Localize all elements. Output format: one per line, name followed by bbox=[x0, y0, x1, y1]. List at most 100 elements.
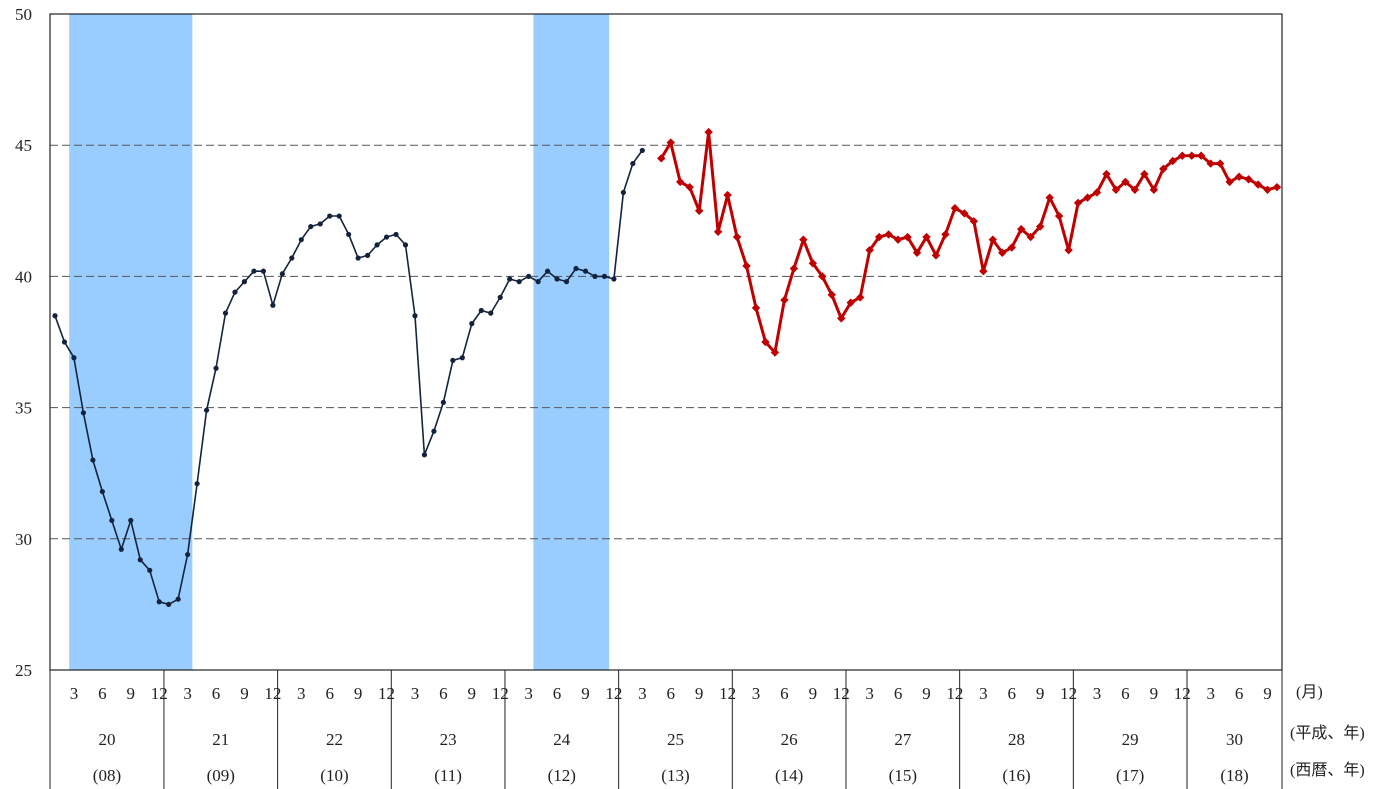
data-point bbox=[742, 261, 751, 271]
data-point bbox=[912, 248, 922, 257]
data-point bbox=[421, 452, 428, 458]
data-point bbox=[469, 321, 475, 327]
data-point bbox=[213, 365, 219, 371]
month-tick-label: 3 bbox=[1093, 684, 1102, 703]
data-point bbox=[90, 457, 96, 463]
data-point bbox=[544, 268, 551, 274]
month-tick-label: 9 bbox=[581, 684, 590, 703]
western-year-label: (10) bbox=[320, 766, 348, 785]
data-point bbox=[789, 264, 799, 273]
data-point bbox=[336, 213, 342, 219]
data-point bbox=[1159, 164, 1168, 174]
data-point bbox=[203, 407, 210, 413]
series-2 bbox=[657, 127, 1282, 357]
data-point bbox=[941, 230, 950, 239]
month-tick-label: 6 bbox=[666, 684, 675, 703]
data-point bbox=[950, 203, 960, 213]
data-point bbox=[1187, 151, 1196, 160]
data-point bbox=[846, 298, 855, 307]
data-point bbox=[639, 147, 645, 154]
data-point bbox=[827, 290, 836, 299]
data-point bbox=[780, 295, 789, 305]
data-point bbox=[459, 355, 465, 361]
month-tick-label: 6 bbox=[1008, 684, 1017, 703]
data-point bbox=[1007, 243, 1016, 252]
series-1 bbox=[52, 147, 645, 608]
data-point bbox=[175, 596, 181, 602]
data-point bbox=[1064, 245, 1073, 255]
data-point bbox=[922, 232, 931, 242]
y-tick-label: 30 bbox=[15, 530, 32, 549]
month-tick-label: 12 bbox=[1174, 684, 1191, 703]
x-axis: 3 6 9 12 3 6 9 12 3 6 9 12 3 6 9 12 3 6 9 12 3 6 9 12 3 6 9 12 3 6 9 12… bbox=[49, 670, 1365, 789]
data-point bbox=[118, 546, 124, 552]
data-point bbox=[704, 127, 713, 137]
data-point bbox=[1149, 185, 1159, 195]
month-tick-label: 3 bbox=[1206, 684, 1215, 703]
month-tick-label: 6 bbox=[780, 684, 789, 703]
western-year-label: (13) bbox=[661, 766, 689, 785]
data-point bbox=[1168, 156, 1177, 166]
heisei-year-label: 27 bbox=[894, 730, 912, 749]
data-point bbox=[1073, 198, 1083, 208]
data-point bbox=[355, 255, 361, 261]
data-point bbox=[194, 481, 200, 487]
data-point bbox=[80, 410, 87, 416]
month-tick-label: 9 bbox=[468, 684, 477, 703]
data-point bbox=[657, 154, 666, 163]
western-year-label: (15) bbox=[889, 766, 917, 785]
data-point bbox=[1054, 211, 1064, 221]
data-point bbox=[676, 177, 685, 187]
y-tick-label: 50 bbox=[15, 5, 32, 24]
data-point bbox=[374, 242, 380, 248]
data-point bbox=[611, 276, 617, 282]
data-point bbox=[71, 355, 77, 361]
western-year-label: (18) bbox=[1220, 766, 1248, 785]
data-point bbox=[346, 231, 352, 238]
y-tick-label: 40 bbox=[15, 267, 32, 286]
data-point bbox=[1121, 177, 1130, 187]
data-point bbox=[874, 232, 884, 242]
data-point bbox=[478, 307, 484, 314]
data-point bbox=[685, 182, 694, 192]
data-point bbox=[694, 206, 704, 215]
data-point bbox=[109, 517, 115, 524]
data-point bbox=[450, 357, 456, 363]
shaded-period-2 bbox=[533, 14, 610, 670]
data-point bbox=[1111, 185, 1121, 195]
month-tick-label: 6 bbox=[325, 684, 334, 703]
data-point bbox=[526, 273, 532, 279]
shaded-periods bbox=[69, 14, 610, 670]
month-tick-label: 3 bbox=[752, 684, 761, 703]
month-tick-label: 12 bbox=[833, 684, 850, 703]
data-point bbox=[799, 235, 808, 244]
data-point bbox=[1215, 159, 1225, 168]
data-point bbox=[185, 551, 191, 558]
data-point bbox=[884, 230, 893, 239]
heisei-year-label: 23 bbox=[440, 730, 457, 749]
data-point bbox=[1045, 193, 1054, 202]
month-tick-label: 3 bbox=[979, 684, 988, 703]
data-point bbox=[751, 303, 761, 313]
heisei-year-label: 29 bbox=[1122, 730, 1139, 749]
data-point bbox=[412, 313, 418, 319]
month-tick-label: 6 bbox=[894, 684, 903, 703]
series-line bbox=[660, 130, 1278, 354]
data-point bbox=[1178, 151, 1187, 160]
western-year-label: (08) bbox=[93, 766, 121, 785]
data-point bbox=[516, 279, 522, 285]
heisei-year-label: 20 bbox=[98, 730, 115, 749]
data-point bbox=[732, 232, 742, 242]
data-point bbox=[601, 273, 608, 279]
data-point bbox=[1026, 232, 1035, 242]
data-point bbox=[147, 567, 153, 573]
data-point bbox=[818, 272, 827, 281]
month-tick-label: 3 bbox=[411, 684, 420, 703]
western-year-label: (14) bbox=[775, 766, 803, 785]
data-point bbox=[52, 313, 58, 319]
data-point bbox=[383, 234, 390, 240]
y-axis: 25 30 35 40 45 50 bbox=[15, 5, 32, 680]
data-point bbox=[507, 276, 513, 282]
data-point bbox=[1253, 180, 1263, 189]
data-point bbox=[431, 428, 437, 434]
